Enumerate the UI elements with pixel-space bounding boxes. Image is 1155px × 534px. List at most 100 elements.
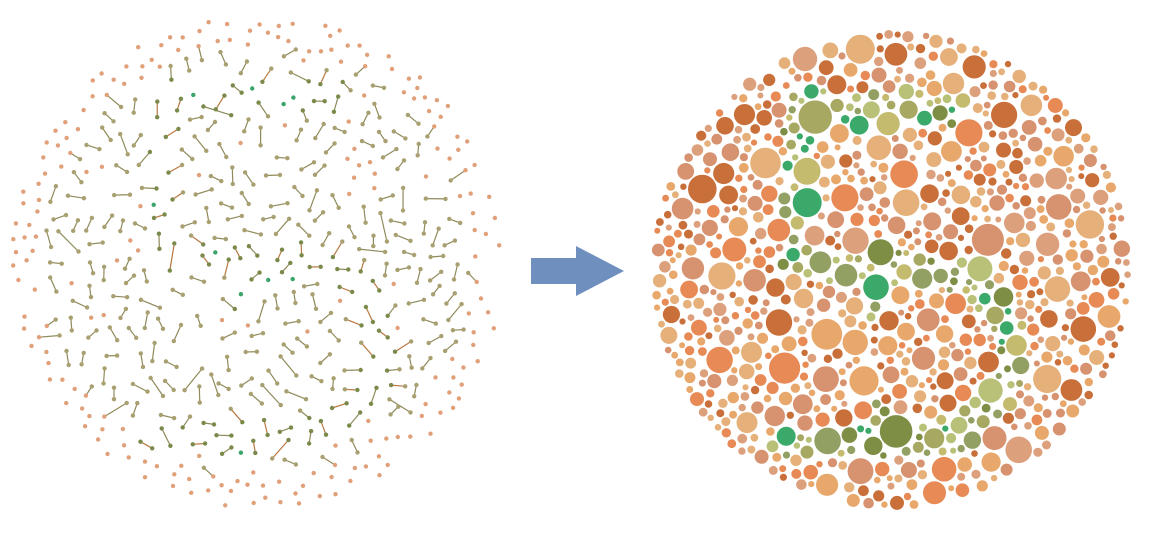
plate-dot <box>1070 271 1091 292</box>
plate-dot <box>989 130 997 138</box>
graph-node <box>456 147 461 152</box>
graph-node <box>448 178 453 183</box>
plate-dot <box>1024 422 1032 430</box>
graph-edge <box>395 234 411 242</box>
graph-node <box>330 193 335 198</box>
graph-node <box>278 354 283 359</box>
graph-node <box>371 354 376 359</box>
plate-dot <box>772 452 782 462</box>
plate-dot <box>891 279 898 287</box>
graph-node <box>298 127 304 132</box>
graph-edge <box>168 164 183 174</box>
plate-dot <box>675 252 682 259</box>
plate-dot <box>737 433 748 444</box>
graph-node <box>172 472 177 477</box>
graph-node <box>423 196 428 201</box>
plate-dot <box>817 212 825 220</box>
plate-dot <box>1079 240 1088 249</box>
graph-node <box>86 335 91 340</box>
plate-dot <box>800 445 814 459</box>
plate-dot <box>675 358 684 367</box>
graph-node <box>435 146 440 151</box>
plate-dot <box>1088 292 1105 308</box>
graph-edge <box>101 127 112 141</box>
plate-dot <box>931 395 939 403</box>
plate-dot <box>1034 154 1047 167</box>
plate-dot <box>858 321 867 330</box>
graph-node <box>187 476 192 482</box>
plate-dot <box>684 153 693 162</box>
plate-dot <box>1001 92 1009 101</box>
graph-node <box>154 464 160 469</box>
graph-node <box>298 240 304 245</box>
plate-dot <box>762 299 770 307</box>
plate-dot <box>876 45 884 53</box>
graph-node <box>386 54 391 59</box>
plate-dot <box>955 483 970 498</box>
graph-node <box>179 162 185 168</box>
plate-dot <box>1037 195 1046 204</box>
plate-dot <box>980 155 987 162</box>
plate-dot <box>970 159 982 172</box>
graph-node <box>401 90 407 95</box>
graph-node <box>306 49 312 54</box>
graph-node <box>417 75 423 80</box>
graph-node <box>296 501 302 506</box>
graph-node <box>128 238 133 243</box>
plate-dot <box>1035 232 1060 256</box>
plate-dot <box>729 410 738 419</box>
plate-dot <box>1043 146 1053 156</box>
plate-dot <box>849 115 869 135</box>
graph-node <box>88 294 94 300</box>
plate-dot <box>956 43 967 54</box>
graph-node <box>318 49 324 54</box>
plate-dot <box>720 215 729 224</box>
plate-dot <box>1021 183 1030 191</box>
graph-node <box>468 191 473 196</box>
graph-node <box>348 478 353 484</box>
plate-dot <box>1067 338 1075 345</box>
plate-dot <box>782 160 793 171</box>
plate-dot <box>659 261 671 273</box>
plate-dot <box>802 361 809 368</box>
plate-dot <box>988 177 997 186</box>
graph-node <box>360 122 365 127</box>
graph-node <box>104 353 109 359</box>
graph-node <box>190 156 195 162</box>
plate-dot <box>1099 370 1107 379</box>
graph-node <box>318 418 324 424</box>
graph-node <box>202 441 208 446</box>
graph-node <box>251 438 256 443</box>
graph-edge <box>444 341 457 352</box>
plate-dot <box>880 174 888 181</box>
plate-dot <box>937 359 950 371</box>
plate-dot <box>729 291 736 298</box>
plate-dot <box>1064 218 1075 228</box>
plate-dot <box>747 445 756 454</box>
graph-node <box>199 58 205 63</box>
plate-dot <box>909 500 919 509</box>
plate-dot <box>735 280 743 287</box>
plate-dot <box>1065 249 1078 262</box>
graph-node <box>258 125 263 130</box>
plate-dot <box>830 98 844 113</box>
plate-dot <box>684 229 693 239</box>
plate-dot <box>831 174 841 185</box>
graph-node <box>308 428 314 434</box>
graph-node <box>53 128 58 133</box>
graph-node <box>21 201 26 206</box>
graph-node <box>313 306 319 311</box>
graph-node <box>197 400 202 405</box>
plate-dot <box>927 257 935 265</box>
plate-dot <box>1097 337 1106 346</box>
plate-dot <box>1013 182 1020 190</box>
plate-dot <box>1109 232 1117 240</box>
graph-node <box>311 160 317 165</box>
plate-dot <box>864 436 883 456</box>
graph-node <box>225 217 230 222</box>
plate-dot <box>766 381 779 394</box>
graph-edge <box>119 133 129 155</box>
graph-node <box>101 277 106 283</box>
plate-dot <box>738 162 749 173</box>
plate-dot <box>731 312 740 320</box>
